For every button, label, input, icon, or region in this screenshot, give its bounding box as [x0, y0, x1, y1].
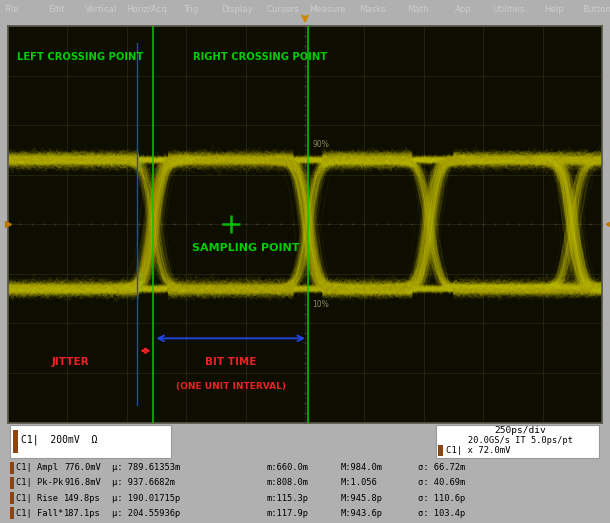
- Text: μ: 190.01715p: μ: 190.01715p: [112, 494, 180, 503]
- Text: JITTER: JITTER: [51, 357, 89, 367]
- Text: C1| Rise: C1| Rise: [16, 494, 58, 503]
- Text: m:115.3p: m:115.3p: [267, 494, 309, 503]
- Bar: [10, 477, 14, 489]
- Text: μ: 937.6682m: μ: 937.6682m: [112, 479, 175, 487]
- Text: M:945.8p: M:945.8p: [340, 494, 382, 503]
- Text: Display: Display: [221, 5, 253, 14]
- Text: M:1.056: M:1.056: [340, 479, 378, 487]
- Text: (ONE UNIT INTERVAL): (ONE UNIT INTERVAL): [176, 382, 285, 391]
- Text: 149.8ps: 149.8ps: [65, 494, 101, 503]
- Text: Horiz/Acq: Horiz/Acq: [126, 5, 167, 14]
- Text: Cursors: Cursors: [266, 5, 299, 14]
- Text: 776.0mV: 776.0mV: [65, 463, 101, 472]
- Text: Buttons: Buttons: [583, 5, 610, 14]
- Text: M:943.6p: M:943.6p: [340, 509, 382, 518]
- Text: m:660.0m: m:660.0m: [267, 463, 309, 472]
- Text: Help: Help: [544, 5, 564, 14]
- Text: C1| Ampl: C1| Ampl: [16, 463, 58, 472]
- Text: 10%: 10%: [312, 300, 329, 309]
- Text: σ: 66.72m: σ: 66.72m: [418, 463, 465, 472]
- Bar: [10, 462, 14, 474]
- Text: SAMPLING POINT: SAMPLING POINT: [192, 243, 300, 253]
- Text: m:808.0m: m:808.0m: [267, 479, 309, 487]
- Bar: [10, 492, 14, 504]
- Bar: [10, 425, 171, 458]
- Text: C1| Pk-Pk: C1| Pk-Pk: [16, 479, 63, 487]
- Text: Vertical: Vertical: [85, 5, 118, 14]
- Text: File: File: [4, 5, 18, 14]
- Text: M:984.0m: M:984.0m: [340, 463, 382, 472]
- Text: σ: 103.4p: σ: 103.4p: [418, 509, 465, 518]
- Text: Utilities: Utilities: [492, 5, 525, 14]
- Text: C1| Fall*: C1| Fall*: [16, 509, 63, 518]
- Text: 916.8mV: 916.8mV: [65, 479, 101, 487]
- Bar: [436, 425, 599, 458]
- Text: Math: Math: [407, 5, 429, 14]
- Bar: [10, 507, 14, 519]
- Text: 250ps/div: 250ps/div: [494, 426, 546, 435]
- Text: m:117.9p: m:117.9p: [267, 509, 309, 518]
- Text: LEFT CROSSING POINT: LEFT CROSSING POINT: [17, 52, 143, 62]
- Text: 20.0GS/s IT 5.0ps/pt: 20.0GS/s IT 5.0ps/pt: [468, 436, 573, 445]
- Text: Measure: Measure: [309, 5, 346, 14]
- Text: μ: 789.61353m: μ: 789.61353m: [112, 463, 180, 472]
- Text: Edit: Edit: [48, 5, 65, 14]
- Bar: [13, 430, 18, 453]
- Text: μ: 204.55936p: μ: 204.55936p: [112, 509, 180, 518]
- Text: RIGHT CROSSING POINT: RIGHT CROSSING POINT: [193, 52, 328, 62]
- Text: BIT TIME: BIT TIME: [205, 357, 256, 367]
- Text: σ: 110.6p: σ: 110.6p: [418, 494, 465, 503]
- Text: C1|  200mV  Ω: C1| 200mV Ω: [21, 434, 98, 445]
- Bar: [438, 445, 443, 456]
- Text: 187.1ps: 187.1ps: [65, 509, 101, 518]
- Text: Trig: Trig: [184, 5, 199, 14]
- Text: 90%: 90%: [312, 140, 329, 149]
- Text: σ: 40.69m: σ: 40.69m: [418, 479, 465, 487]
- Text: App: App: [455, 5, 472, 14]
- Text: Masks: Masks: [359, 5, 386, 14]
- Text: C1| x 72.0mV: C1| x 72.0mV: [447, 446, 511, 456]
